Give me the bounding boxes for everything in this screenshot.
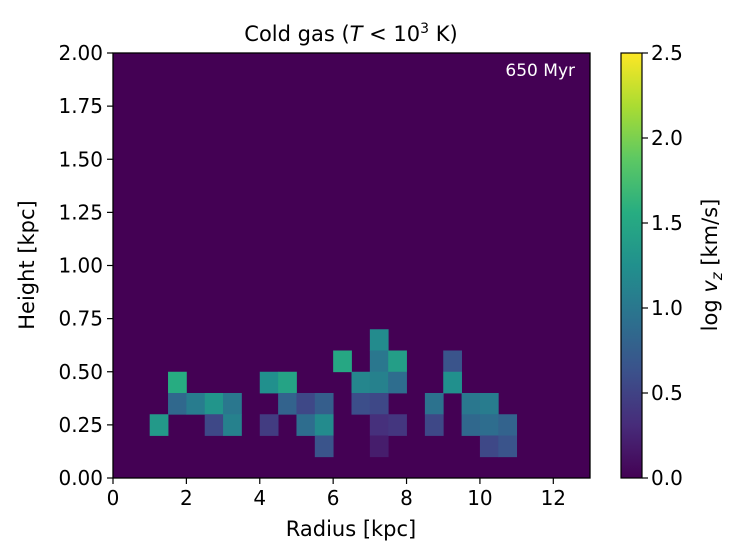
x-tick-label: 10 bbox=[467, 486, 492, 510]
heatmap-cell bbox=[204, 393, 224, 415]
colorbar-ticks: 0.0 0.5 1.0 1.5 2.0 2.5 bbox=[642, 41, 683, 490]
colorbar-tick-label: 0.0 bbox=[651, 466, 683, 490]
y-axis-ticks: 0.00 0.25 0.50 0.75 1.00 1.25 1.50 1.75 2.00 bbox=[58, 41, 113, 490]
x-tick-label: 0 bbox=[107, 486, 120, 510]
y-tick-label: 1.75 bbox=[58, 94, 103, 118]
heatmap-cell bbox=[259, 371, 279, 394]
heatmap-cell bbox=[223, 414, 242, 436]
heatmap-cell bbox=[369, 329, 389, 351]
heatmap-cell bbox=[296, 393, 316, 415]
heatmap-cell bbox=[186, 393, 206, 415]
heatmap-cell bbox=[351, 393, 371, 415]
colorbar-tick-label: 0.5 bbox=[651, 381, 683, 405]
x-tick-label: 6 bbox=[327, 486, 340, 510]
y-tick-label: 0.75 bbox=[58, 307, 103, 331]
heatmap-cell bbox=[369, 350, 389, 373]
heatmap-cell bbox=[443, 350, 462, 373]
heatmap-cell bbox=[369, 414, 389, 436]
heatmap-cell bbox=[479, 393, 499, 415]
y-tick-label: 1.25 bbox=[58, 200, 103, 224]
x-tick-label: 4 bbox=[253, 486, 266, 510]
heatmap-cell bbox=[498, 435, 518, 458]
heatmap-cell bbox=[498, 414, 518, 436]
heatmap-cell bbox=[424, 414, 444, 436]
heatmap-cell bbox=[259, 414, 279, 436]
colorbar-label: log vz [km/s] bbox=[698, 199, 726, 332]
x-tick-label: 8 bbox=[400, 486, 413, 510]
heatmap-cell bbox=[369, 393, 389, 415]
heatmap-cell bbox=[461, 393, 481, 415]
heatmap-cell bbox=[369, 371, 389, 394]
heatmap-cell bbox=[223, 393, 242, 415]
chart-title: Cold gas (T < 103 K) bbox=[244, 21, 457, 46]
heatmap-cell bbox=[424, 393, 444, 415]
y-tick-label: 0.00 bbox=[58, 466, 103, 490]
y-axis-label: Height [kpc] bbox=[15, 200, 39, 330]
heatmap-cell bbox=[204, 414, 224, 436]
heatmap-cell bbox=[333, 350, 352, 373]
colorbar-tick-label: 1.5 bbox=[651, 211, 683, 235]
heatmap-cell bbox=[296, 414, 316, 436]
time-annotation: 650 Myr bbox=[505, 61, 575, 81]
heatmap-cell bbox=[369, 435, 389, 458]
heatmap-cells bbox=[149, 329, 518, 458]
x-axis-ticks: 0 2 4 6 8 10 12 bbox=[107, 478, 566, 510]
colorbar-tick-label: 2.0 bbox=[651, 126, 683, 150]
heatmap-cell bbox=[388, 414, 407, 436]
heatmap-cell bbox=[479, 414, 499, 436]
heatmap-cell bbox=[278, 393, 297, 415]
y-tick-label: 0.50 bbox=[58, 360, 103, 384]
heatmap-cell bbox=[388, 371, 407, 394]
heatmap-cell bbox=[314, 414, 334, 436]
heatmap-cell bbox=[314, 435, 334, 458]
heatmap-cell bbox=[479, 435, 499, 458]
x-axis-label: Radius [kpc] bbox=[286, 517, 417, 541]
y-tick-label: 0.25 bbox=[58, 413, 103, 437]
x-tick-label: 2 bbox=[180, 486, 193, 510]
heatmap-cell bbox=[388, 350, 407, 373]
heatmap-cell bbox=[443, 371, 462, 394]
colorbar bbox=[620, 52, 643, 479]
heatmap-cell bbox=[149, 414, 169, 436]
colorbar-tick-label: 2.5 bbox=[651, 41, 683, 65]
y-tick-label: 1.50 bbox=[58, 147, 103, 171]
heatmap-cell bbox=[461, 414, 481, 436]
heatmap-cell bbox=[351, 371, 371, 394]
heatmap-cell bbox=[278, 371, 297, 394]
colorbar-tick-label: 1.0 bbox=[651, 296, 683, 320]
heatmap-cell bbox=[168, 393, 187, 415]
heatmap-cell bbox=[168, 371, 187, 394]
y-tick-label: 2.00 bbox=[58, 41, 103, 65]
x-tick-label: 12 bbox=[541, 486, 566, 510]
heatmap-cell bbox=[314, 393, 334, 415]
y-tick-label: 1.00 bbox=[58, 254, 103, 278]
